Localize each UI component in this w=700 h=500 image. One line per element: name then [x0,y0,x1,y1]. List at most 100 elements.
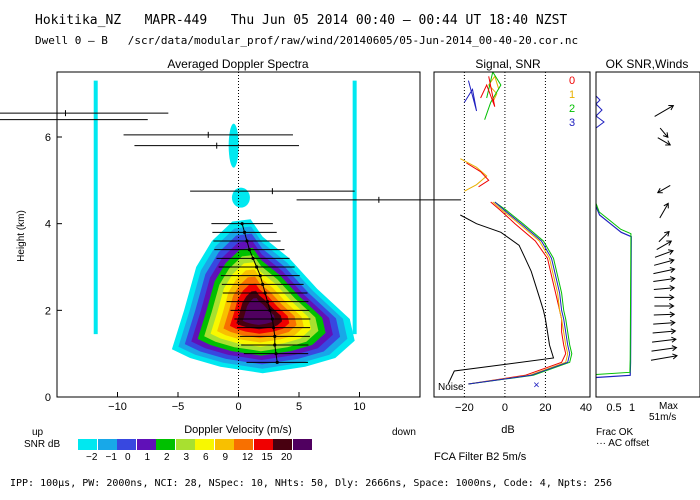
wind-arrow-head [672,353,678,360]
wind-arrow-head [662,132,669,139]
wind-arrow-head [670,328,677,335]
upper-echo-5 [466,162,490,188]
max-value: 51m/s [649,412,677,423]
snr-color-swatch [156,439,175,450]
wind-arrow [659,203,669,219]
spectral-peak-line [241,223,278,363]
signal-legend-1: 1 [569,89,575,101]
wind-arrow [651,347,677,352]
spectra-xtick-label: 5 [296,401,302,413]
snr-tick-label: 2 [164,452,170,463]
snr-color-swatch [214,439,234,450]
legend-snr-db: SNR dB [24,439,61,450]
spectra-ylabel: Height (km) [16,210,27,262]
frac-ok-green [596,203,632,375]
radar-name: MAPR-449 [144,13,208,28]
winds-xtick-label: 1 [629,402,635,414]
wind-arrow-head [656,187,663,194]
snr-color-swatch [273,439,292,450]
upper-echo-1 [484,72,502,120]
upper-echo-4 [460,158,488,192]
snr-color-swatch [292,439,312,450]
wind-arrow [659,127,669,138]
wind-arrow-head [669,294,675,301]
snr-tick-label: 3 [183,452,190,463]
snr-tick-label: 20 [281,452,293,463]
wind-arrow [653,278,675,282]
snr-wisp-mid [231,187,250,208]
wind-arrow-head [666,240,673,246]
signal-xtick-label: 0 [502,402,508,414]
datetime: Thu Jun 05 2014 00:40 — 00:44 UT 18:40 N… [230,13,568,28]
wind-arrow-head [671,345,678,352]
signal-title: Signal, SNR [475,57,541,71]
signal-series-2 [468,201,573,385]
signal-series-3 [468,201,571,385]
wind-arrow [653,313,675,316]
wind-arrow-head [668,249,674,255]
wind-arrow-head [669,266,676,273]
wind-arrow-head [671,336,677,343]
wind-arrow-head [668,258,675,264]
signal-legend-0: 0 [569,75,575,87]
signal-xtick-label: 20 [539,402,551,414]
spectra-xtick-label: 0 [235,401,241,413]
wind-arrow [653,287,675,291]
wind-arrow [653,322,675,325]
wind-arrow [657,184,671,194]
snr-tick-label: 12 [242,452,254,463]
upper-echo-3 [463,80,478,112]
snr-color-swatch [175,439,195,450]
frac-ok-upper [596,95,605,129]
signal-series-noise [447,214,555,385]
fca-filter: FCA Filter B2 5m/s [434,451,527,463]
wind-arrow-head [670,319,676,326]
spectra-ytick-label: 2 [45,305,51,317]
legend-down: down [392,427,416,438]
upper-echo-0 [488,75,500,103]
wind-arrow-head [664,230,670,237]
wind-arrow [650,355,678,361]
wind-arrow-head [669,285,676,292]
spectra-xlabel: Doppler Velocity (m/s) [184,424,292,436]
winds-frame [595,71,700,398]
signal-series-0 [468,201,567,385]
spectra-xtick-label: −5 [172,401,185,413]
snr-color-swatch [78,439,97,450]
wind-arrow [658,231,670,243]
spectra-ytick-label: 6 [45,132,51,144]
snr-color-swatch [136,439,156,450]
frac-ok-label: Frac OK [596,427,634,438]
snr-color-swatch [234,439,253,450]
snr-tick-label: 6 [203,452,209,463]
ac-offset-label: ··· AC offset [596,438,650,449]
snr-color-swatch [253,439,273,450]
snr-tick-label: 1 [144,452,151,463]
max-label: Max [659,401,678,412]
noise-marker: × [533,379,539,391]
spectra-xtick-label: −10 [108,401,127,413]
snr-color-swatch [97,439,117,450]
spectra-xtick-label: 10 [353,401,365,413]
signal-xlabel: dB [501,424,514,436]
wind-arrow-head [669,276,676,283]
wind-arrow-head [663,202,669,209]
spectral-peak-point [240,222,244,226]
wind-arrow-head [665,140,672,146]
spectra-ytick-label: 0 [45,392,51,404]
winds-title: OK SNR,Winds [606,57,689,71]
snr-tick-label: 9 [222,452,229,463]
wind-arrow [652,330,676,334]
snr-tick-label: −2 [86,452,98,463]
wind-arrow-head [668,105,675,111]
wind-arrow [654,250,674,258]
wind-arrow [654,105,674,117]
wind-arrow [652,338,676,343]
signal-xtick-label: −20 [455,402,474,414]
legend-up: up [32,427,44,438]
frac-ok-line [596,206,632,379]
signal-series-1 [468,201,569,385]
wind-arrow [656,240,672,250]
snr-tick-label: 15 [261,452,273,463]
upper-echo-2 [480,76,496,107]
